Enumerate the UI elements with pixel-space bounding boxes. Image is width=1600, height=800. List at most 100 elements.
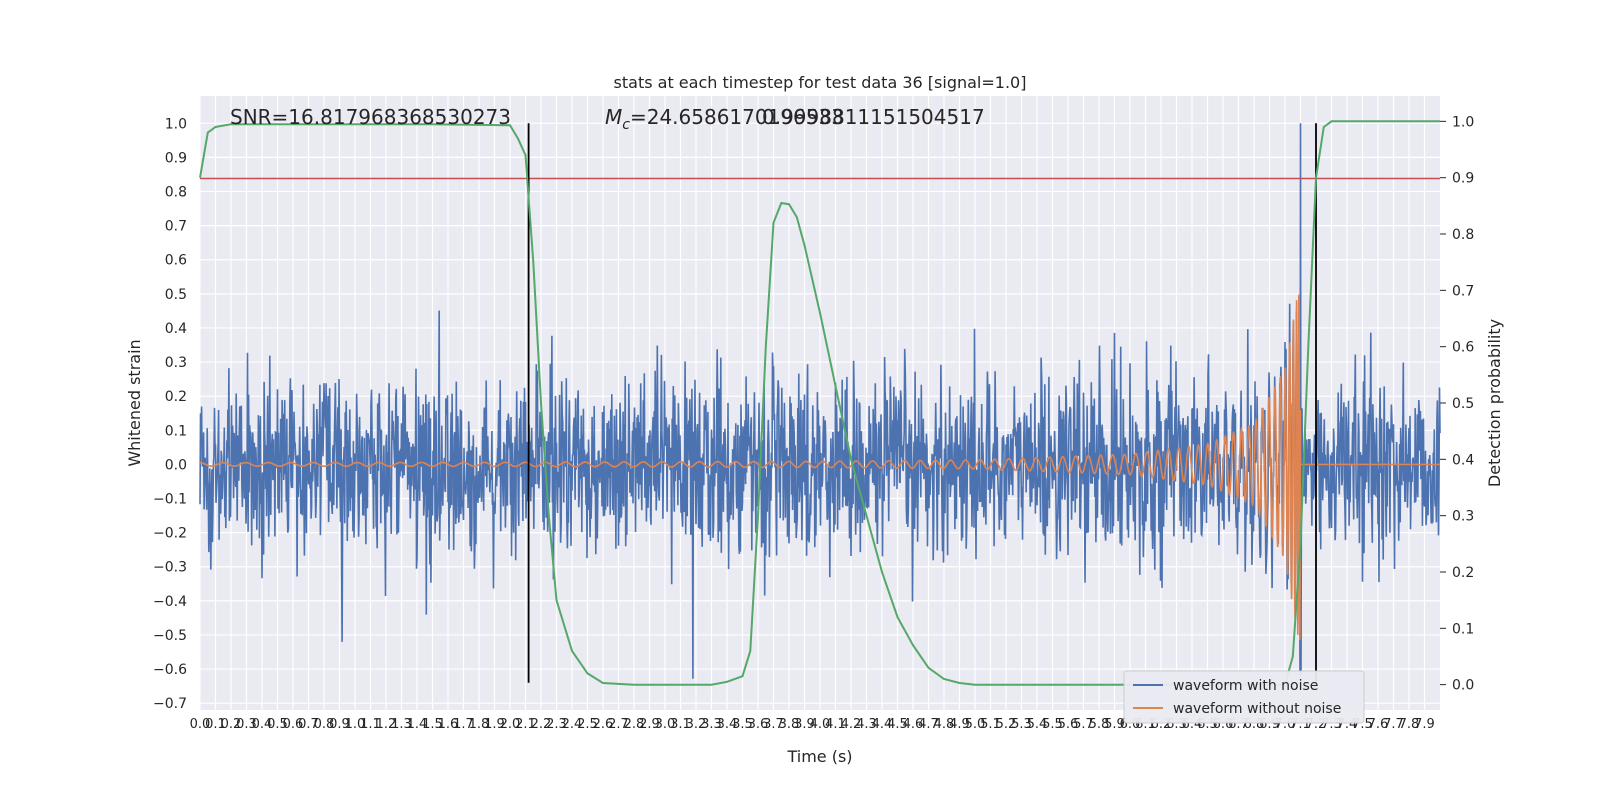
y-tick-label-left: −0.3	[153, 560, 187, 576]
y-tick-labels-left: −0.7 −0.6 −0.5 −0.4 −0.3 −0.2 −0.1 0.0 0.1 0.2 0.3…	[153, 116, 187, 712]
x-tick-label: 5.4	[1027, 717, 1048, 732]
x-tick-label: 3.3	[701, 717, 722, 732]
y-tick-label-left: 0.7	[165, 219, 187, 235]
mc-symbol: M	[605, 105, 622, 129]
x-tick-label: 1.6	[438, 717, 459, 732]
x-tick-label: 5.3	[1011, 717, 1032, 732]
x-tick-label: 4.3	[856, 717, 877, 732]
x-tick-label: 3.2	[686, 717, 707, 732]
y-tick-label-left: −0.1	[153, 492, 187, 508]
legend-label-clean: waveform without noise	[1173, 701, 1341, 717]
x-tick-label: 5.9	[1104, 717, 1125, 732]
legend-box	[1123, 670, 1365, 724]
snr-annotation: SNR=16.817968368530273	[230, 105, 511, 129]
y-tick-label-right: 0.8	[1452, 227, 1474, 243]
legend-label-noise: waveform with noise	[1173, 678, 1318, 694]
y-tick-label-left: 0.5	[165, 287, 187, 303]
y-tick-label-right: 0.2	[1452, 565, 1474, 581]
x-tick-label: 3.8	[779, 717, 800, 732]
x-tick-label: 4.0	[810, 717, 831, 732]
chart-title: stats at each timestep for test data 36 …	[614, 73, 1027, 92]
x-tick-label: 1.9	[484, 717, 505, 732]
y-tick-label-left: −0.4	[153, 594, 187, 610]
x-tick-label: 0.8	[314, 717, 335, 732]
y-tick-label-left: 0.4	[165, 321, 187, 337]
x-tick-label: 1.1	[360, 717, 381, 732]
x-tick-label: 0.6	[283, 717, 304, 732]
y-tick-label-right: 0.3	[1452, 509, 1474, 525]
y-tick-label-left: −0.5	[153, 628, 187, 644]
x-tick-label: 1.5	[422, 717, 443, 732]
x-tick-label: 0.1	[205, 717, 226, 732]
x-tick-label: 4.2	[841, 717, 862, 732]
y-tick-label-left: 0.1	[165, 423, 187, 439]
mc-subscript: c	[622, 117, 630, 133]
y-tick-label-right: 0.7	[1452, 283, 1474, 299]
y-tick-label-left: −0.6	[153, 662, 187, 678]
x-tick-label: 3.6	[748, 717, 769, 732]
x-tick-label: 4.5	[887, 717, 908, 732]
x-tick-label: 4.4	[872, 717, 893, 732]
x-tick-label: 5.6	[1058, 717, 1079, 732]
y-tick-label-right: 0.5	[1452, 396, 1474, 412]
x-tick-label: 5.0	[965, 717, 986, 732]
y-tick-label-left: −0.2	[153, 526, 187, 542]
x-tick-label: 5.1	[980, 717, 1001, 732]
x-tick-label: 1.8	[469, 717, 490, 732]
x-tick-label: 2.7	[608, 717, 629, 732]
x-tick-label: 0.3	[236, 717, 257, 732]
grid	[199, 96, 1440, 710]
y-axis-label-right: Detection probability	[1485, 319, 1504, 487]
y-tick-label-left: 0.8	[165, 185, 187, 201]
x-tick-label: 4.1	[825, 717, 846, 732]
y-tick-label-right: 0.6	[1452, 340, 1474, 356]
x-tick-label: 3.7	[763, 717, 784, 732]
x-tick-label: 3.9	[794, 717, 815, 732]
x-tick-label: 4.9	[949, 717, 970, 732]
x-tick-label: 3.1	[670, 717, 691, 732]
x-tick-label: 4.8	[934, 717, 955, 732]
y-tick-label-right: 0.0	[1452, 678, 1474, 694]
y-tick-label-left: 1.0	[165, 116, 187, 132]
y-tick-label-left: 0.0	[165, 457, 187, 473]
y-tick-label-right: 0.4	[1452, 452, 1474, 468]
x-tick-label: 2.3	[546, 717, 567, 732]
x-tick-label: 2.2	[531, 717, 552, 732]
series-waveform-without-noise	[200, 294, 1440, 641]
x-tick-label: 0.7	[298, 717, 319, 732]
line-waveform-without-noise	[200, 294, 1440, 641]
mc-value: =24.6586170196533	[630, 105, 844, 129]
y-tick-label-right: 0.1	[1452, 621, 1474, 637]
y-tick-label-left: −0.7	[153, 696, 187, 712]
series-waveform-with-noise	[199, 123, 1441, 679]
x-tick-label: 7.7	[1383, 717, 1404, 732]
x-tick-label: 1.7	[453, 717, 474, 732]
x-tick-label: 3.0	[655, 717, 676, 732]
legend: waveform with noise waveform without noi…	[1123, 670, 1365, 724]
x-tick-label: 3.5	[732, 717, 753, 732]
x-tick-label: 1.0	[345, 717, 366, 732]
x-tick-label: 2.4	[562, 717, 583, 732]
x-tick-label: 2.9	[639, 717, 660, 732]
x-tick-label: 2.5	[577, 717, 598, 732]
x-tick-label: 2.1	[515, 717, 536, 732]
y-tick-label-left: 0.3	[165, 355, 187, 371]
x-tick-label: 0.9	[329, 717, 350, 732]
x-axis-label: Time (s)	[786, 747, 852, 766]
x-tick-label: 4.6	[903, 717, 924, 732]
y-tick-label-left: 0.9	[165, 150, 187, 166]
x-tick-label: 0.5	[267, 717, 288, 732]
x-tick-label: 0.0	[190, 717, 211, 732]
mc-annotation: Mc=24.6586170196533	[605, 105, 844, 133]
x-tick-label: 1.3	[391, 717, 412, 732]
x-tick-label: 2.6	[593, 717, 614, 732]
reference-lines	[200, 123, 1440, 683]
x-tick-label: 3.4	[717, 717, 738, 732]
x-tick-label: 7.9	[1414, 717, 1435, 732]
x-tick-label: 0.2	[221, 717, 242, 732]
y-axis-label-left: Whitened strain	[125, 339, 144, 466]
x-tick-label: 7.6	[1368, 717, 1389, 732]
x-tick-label: 5.2	[996, 717, 1017, 732]
x-tick-label: 2.8	[624, 717, 645, 732]
x-tick-label: 5.8	[1089, 717, 1110, 732]
